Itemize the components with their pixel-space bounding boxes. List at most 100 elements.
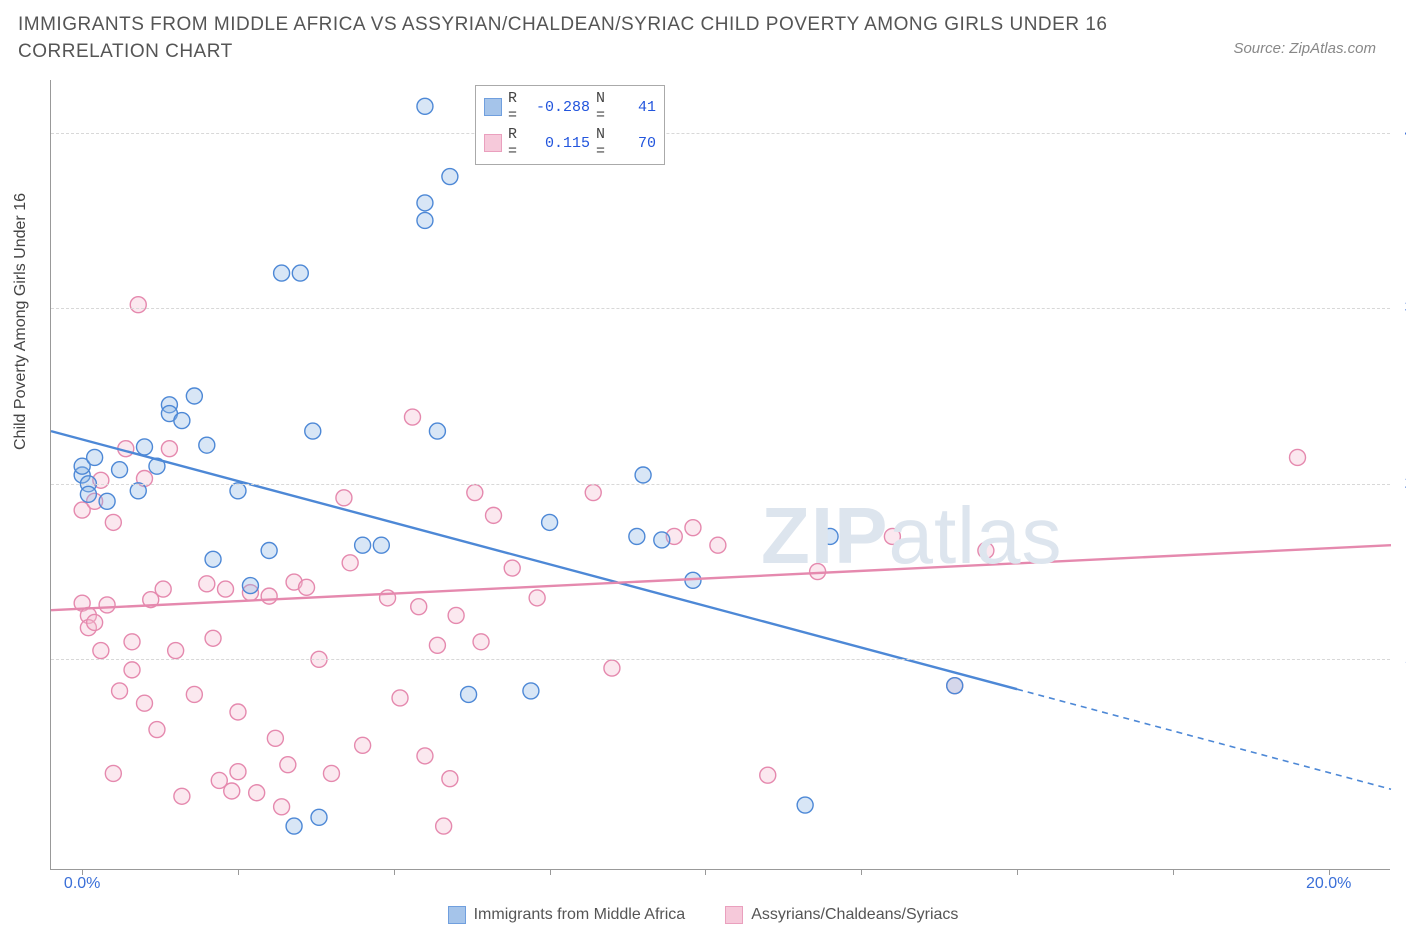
legend-label-series2: Assyrians/Chaldeans/Syriacs [751,906,958,924]
data-point [130,297,146,313]
data-point [99,493,115,509]
n-value-series2: 70 [626,135,656,152]
data-point [161,441,177,457]
data-point [230,483,246,499]
data-point [186,686,202,702]
data-point [585,485,601,501]
data-point [230,704,246,720]
r-value-series1: -0.288 [528,99,590,116]
data-point [305,423,321,439]
scatter-svg [51,80,1390,869]
data-point [130,483,146,499]
data-point [978,542,994,558]
data-point [604,660,620,676]
n-value-series1: 41 [626,99,656,116]
x-tick-mark [705,869,706,875]
data-point [473,634,489,650]
data-point [523,683,539,699]
gridline [51,308,1390,309]
r-label: R = [508,90,522,124]
data-point [685,520,701,536]
data-point [504,560,520,576]
data-point [292,265,308,281]
data-point [155,581,171,597]
data-point [417,98,433,114]
data-point [224,783,240,799]
data-point [205,630,221,646]
legend-correlation: R = -0.288 N = 41 R = 0.115 N = 70 [475,85,665,165]
data-point [87,449,103,465]
data-point [323,765,339,781]
legend-label-series1: Immigrants from Middle Africa [474,906,686,924]
data-point [429,423,445,439]
gridline [51,133,1390,134]
data-point [392,690,408,706]
swatch-series1 [448,906,466,924]
x-tick-mark [550,869,551,875]
data-point [249,785,265,801]
trend-line [51,431,1017,689]
data-point [1290,449,1306,465]
data-point [760,767,776,783]
data-point [404,409,420,425]
legend-row-series2: R = 0.115 N = 70 [484,126,656,160]
data-point [174,788,190,804]
data-point [230,764,246,780]
data-point [274,265,290,281]
data-point [199,576,215,592]
data-point [242,578,258,594]
data-point [267,730,283,746]
data-point [797,797,813,813]
swatch-series1 [484,98,502,116]
data-point [947,678,963,694]
legend-row-series1: R = -0.288 N = 41 [484,90,656,124]
data-point [168,643,184,659]
data-point [635,467,651,483]
data-point [136,439,152,455]
data-point [299,579,315,595]
data-point [342,555,358,571]
data-point [87,614,103,630]
gridline [51,659,1390,660]
data-point [822,528,838,544]
chart-title: IMMIGRANTS FROM MIDDLE AFRICA VS ASSYRIA… [18,12,1118,65]
swatch-series2 [725,906,743,924]
r-label: R = [508,126,522,160]
data-point [218,581,234,597]
data-point [93,643,109,659]
x-tick-mark [394,869,395,875]
data-point [286,818,302,834]
x-tick-mark [1173,869,1174,875]
x-tick-mark [238,869,239,875]
data-point [417,195,433,211]
data-point [380,590,396,606]
data-point [112,683,128,699]
data-point [186,388,202,404]
n-label: N = [596,90,620,124]
data-point [486,507,502,523]
data-point [336,490,352,506]
data-point [280,757,296,773]
data-point [105,765,121,781]
x-tick-label: 20.0% [1306,875,1351,893]
data-point [261,588,277,604]
y-axis-label: Child Poverty Among Girls Under 16 [12,193,30,450]
data-point [311,809,327,825]
data-point [136,695,152,711]
data-point [529,590,545,606]
legend-series: Immigrants from Middle Africa Assyrians/… [0,906,1406,924]
data-point [124,662,140,678]
gridline [51,484,1390,485]
data-point [442,169,458,185]
data-point [149,722,165,738]
x-tick-mark [861,869,862,875]
data-point [80,486,96,502]
legend-item-series1: Immigrants from Middle Africa [448,906,686,924]
data-point [467,485,483,501]
data-point [274,799,290,815]
data-point [654,532,670,548]
swatch-series2 [484,134,502,152]
data-point [436,818,452,834]
r-value-series2: 0.115 [528,135,590,152]
data-point [442,771,458,787]
